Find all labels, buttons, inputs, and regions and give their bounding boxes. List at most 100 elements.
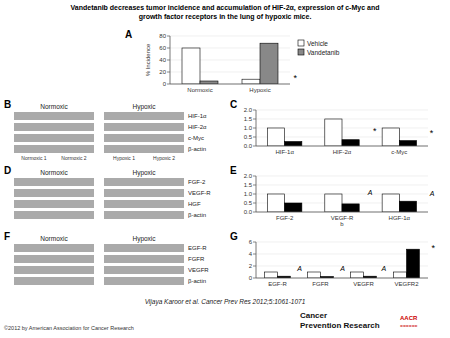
lane-header: Hypoxic xyxy=(132,235,156,243)
tick xyxy=(253,242,256,243)
bar xyxy=(399,201,416,212)
annotation: * xyxy=(431,243,435,253)
bar xyxy=(342,204,359,212)
blot-band xyxy=(104,211,184,219)
grid-line xyxy=(256,176,428,177)
bar xyxy=(285,203,302,212)
category-label: HIF-1α xyxy=(275,149,294,155)
panel-letter: C xyxy=(230,99,237,110)
tick xyxy=(253,212,256,213)
blot-band xyxy=(104,277,184,285)
blot-band xyxy=(104,266,184,274)
blot-band xyxy=(14,244,94,252)
tick xyxy=(253,137,256,138)
tick-label: 0 xyxy=(249,275,253,281)
bar xyxy=(260,43,278,84)
x-axis xyxy=(170,84,290,85)
blot-band xyxy=(104,134,184,142)
lane-header: Hypoxic xyxy=(132,103,156,111)
tick xyxy=(253,278,256,279)
annotation: * xyxy=(294,73,298,83)
tick xyxy=(253,146,256,147)
bar xyxy=(342,140,359,146)
bar-panel: A020406080NormoxicHypoxic% IncidenceVehi… xyxy=(125,29,340,93)
category-label: VEGF-Rb xyxy=(331,215,354,227)
category-label: HIF-2α xyxy=(333,149,352,155)
band-label: EGF-R xyxy=(188,245,207,251)
bar xyxy=(382,194,399,212)
annotation: A xyxy=(429,190,435,197)
legend-label: Vandetanib xyxy=(307,49,340,56)
bars xyxy=(265,249,420,278)
tick-label: 0.5 xyxy=(244,134,253,140)
bar xyxy=(182,48,200,84)
bar xyxy=(200,81,218,84)
tick-label: 1.5 xyxy=(244,116,253,122)
tick-label: 1.0 xyxy=(244,125,253,131)
grid-line xyxy=(256,254,428,255)
annotation: A xyxy=(296,265,302,272)
band-label: c-Myc xyxy=(188,135,204,141)
category-label: VEGFR2 xyxy=(394,281,419,287)
blot-band xyxy=(14,178,94,186)
legend-swatch xyxy=(298,40,304,46)
grid-line xyxy=(256,110,428,111)
blot-band xyxy=(104,145,184,153)
band-label: β-actin xyxy=(188,146,206,152)
tick-label: 6 xyxy=(249,239,253,245)
tick xyxy=(167,60,170,61)
tick xyxy=(167,84,170,85)
blot-band xyxy=(14,134,94,142)
bar xyxy=(265,272,278,278)
citation: Vijaya Karoor et al. Cancer Prev Res 201… xyxy=(145,298,306,306)
tick-label: 0.0 xyxy=(244,143,253,149)
grid-line xyxy=(170,84,290,85)
lane-label: Normoxic 2 xyxy=(61,155,87,161)
grid-line xyxy=(256,146,428,147)
tick xyxy=(253,119,256,120)
y-axis xyxy=(256,242,257,278)
lane-label: Hypoxic 1 xyxy=(113,155,135,161)
y-axis xyxy=(256,110,257,146)
bar xyxy=(308,272,321,278)
panel-letter: E xyxy=(230,165,237,176)
lane-label: Hypoxic 2 xyxy=(153,155,175,161)
tick xyxy=(253,254,256,255)
tick-label: 2.0 xyxy=(244,107,253,113)
figure: Vandetanib decreases tumor incidence and… xyxy=(0,0,450,338)
logo-text: AACR xyxy=(400,315,418,321)
blot-band xyxy=(104,178,184,186)
legend-label: Vehicle xyxy=(307,40,328,47)
blot-band xyxy=(104,244,184,252)
blot-band xyxy=(14,189,94,197)
grid-line xyxy=(256,212,428,213)
blot-band xyxy=(104,255,184,263)
legend-swatch xyxy=(298,49,304,55)
annotation: * xyxy=(430,128,434,138)
lane-header: Normoxic xyxy=(40,235,68,242)
category-label: FGF-2 xyxy=(276,215,294,221)
logo-rule: ====== xyxy=(400,323,418,329)
tick xyxy=(253,176,256,177)
annotation: * xyxy=(373,126,377,136)
x-axis xyxy=(256,146,428,147)
tick xyxy=(253,128,256,129)
grid-line xyxy=(256,185,428,186)
annotation: A xyxy=(367,189,373,196)
x-axis xyxy=(256,278,428,279)
bars xyxy=(267,194,416,212)
band-label: VEGFR xyxy=(188,267,209,273)
category-label: HGF-1α xyxy=(389,215,411,221)
blot-band xyxy=(14,266,94,274)
tick xyxy=(253,194,256,195)
category-label: Normoxic xyxy=(187,87,212,93)
category-label: VEGFR xyxy=(353,281,374,287)
blot-panel: FNormoxicHypoxicEGF-RFGFRVEGFRβ-actin xyxy=(4,231,209,285)
band-label: HIF-2α xyxy=(188,124,207,130)
panel-letter: A xyxy=(125,29,132,40)
blot-panel: DNormoxicHypoxicFGF-2VEGF-RHGFβ-actin xyxy=(4,165,211,219)
panel-letter: G xyxy=(230,231,238,242)
bar xyxy=(285,142,302,147)
bar-panel: G0246EGF-RFGFRVEGFRVEGFR2*AAA xyxy=(230,231,435,287)
blot-panel: BNormoxicHypoxicHIF-1αHIF-2αc-Mycβ-actin… xyxy=(4,99,207,161)
